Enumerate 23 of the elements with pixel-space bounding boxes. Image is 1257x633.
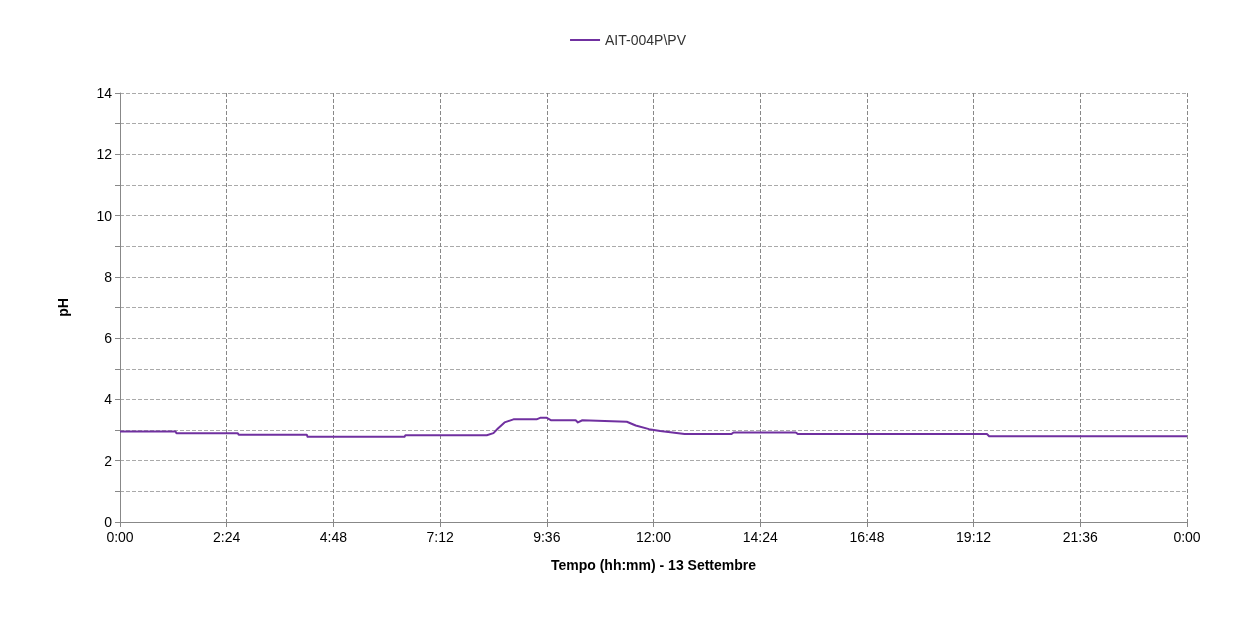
x-tick-label: 16:48: [849, 529, 885, 545]
legend-label: AIT-004P\PV: [605, 32, 687, 48]
y-tick-label: 12: [96, 146, 113, 163]
x-tick-label: 21:36: [1062, 529, 1099, 545]
y-tick-label: 10: [96, 207, 113, 224]
x-tick-label: 4:48: [319, 529, 348, 545]
y-tick-label: 14: [96, 85, 113, 101]
x-tick-label: 14:24: [742, 529, 778, 545]
x-tick-label: 0:00: [1173, 529, 1201, 545]
y-tick-label: 4: [104, 391, 113, 408]
x-axis-title: Tempo (hh:mm) - 13 Settembre: [550, 557, 757, 573]
x-tick-label: 9:36: [533, 529, 561, 545]
x-tick-label: 19:12: [956, 529, 992, 545]
line-series: [119, 416, 1188, 438]
x-tick-label: 12:00: [635, 529, 672, 545]
y-tick-label: 2: [104, 452, 113, 469]
y-axis-title: pH: [55, 298, 71, 317]
x-tick-label: 2:24: [213, 529, 241, 545]
y-tick-label: 8: [104, 268, 113, 285]
x-tick-label: 7:12: [426, 529, 454, 545]
y-tick-label: 0: [104, 514, 113, 530]
x-tick-label: 0:00: [106, 529, 134, 545]
y-tick-label: 6: [104, 330, 113, 347]
